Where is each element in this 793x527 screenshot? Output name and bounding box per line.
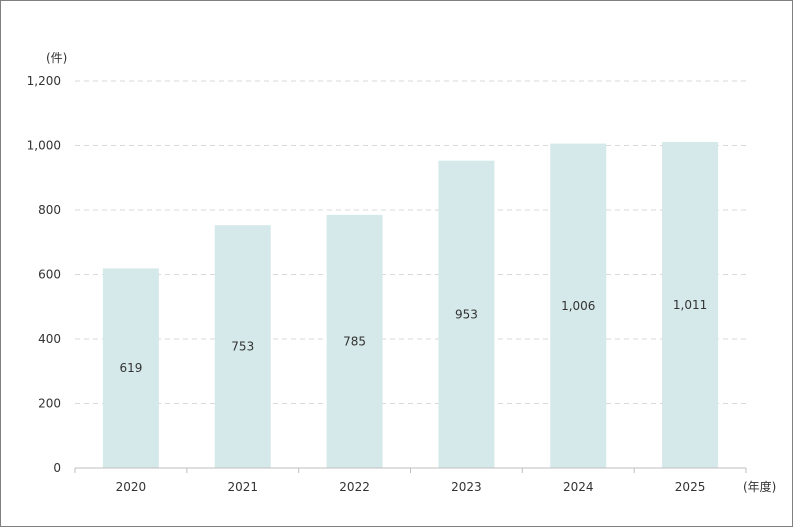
- y-tick-label: 1,000: [27, 139, 61, 153]
- x-tick-label: 2024: [563, 480, 594, 494]
- bar: [102, 268, 159, 468]
- y-tick-label: 1,200: [27, 74, 61, 88]
- data-label: 953: [455, 307, 478, 321]
- y-axis-unit: (件): [46, 51, 67, 65]
- x-tick-label: 2022: [339, 480, 370, 494]
- x-tick-label: 2020: [116, 480, 147, 494]
- bar: [550, 143, 607, 468]
- bar: [214, 225, 271, 468]
- bar: [438, 160, 495, 468]
- y-tick-label: 600: [38, 268, 61, 282]
- gridlines: [75, 80, 746, 404]
- x-tick-label: 2021: [227, 480, 258, 494]
- y-tick-label: 200: [38, 397, 61, 411]
- y-tick-label: 400: [38, 332, 61, 346]
- data-label: 1,011: [673, 298, 707, 312]
- x-axis-unit: (年度): [743, 479, 776, 494]
- labels: 0 200 400 600 800 1,000 1,200 619 2020 753 2021 785…: [27, 74, 708, 494]
- data-label: 619: [119, 361, 142, 375]
- bar: [326, 214, 383, 468]
- axes: [74, 467, 747, 473]
- x-tick-label: 2023: [451, 480, 482, 494]
- y-tick-label: 800: [38, 203, 61, 217]
- y-tick-label: 0: [53, 461, 61, 475]
- data-label: 785: [343, 334, 366, 348]
- x-tick-label: 2025: [675, 480, 706, 494]
- bar: [662, 141, 719, 468]
- bars: [102, 141, 719, 468]
- data-label: 753: [231, 340, 254, 354]
- data-label: 1,006: [561, 299, 595, 313]
